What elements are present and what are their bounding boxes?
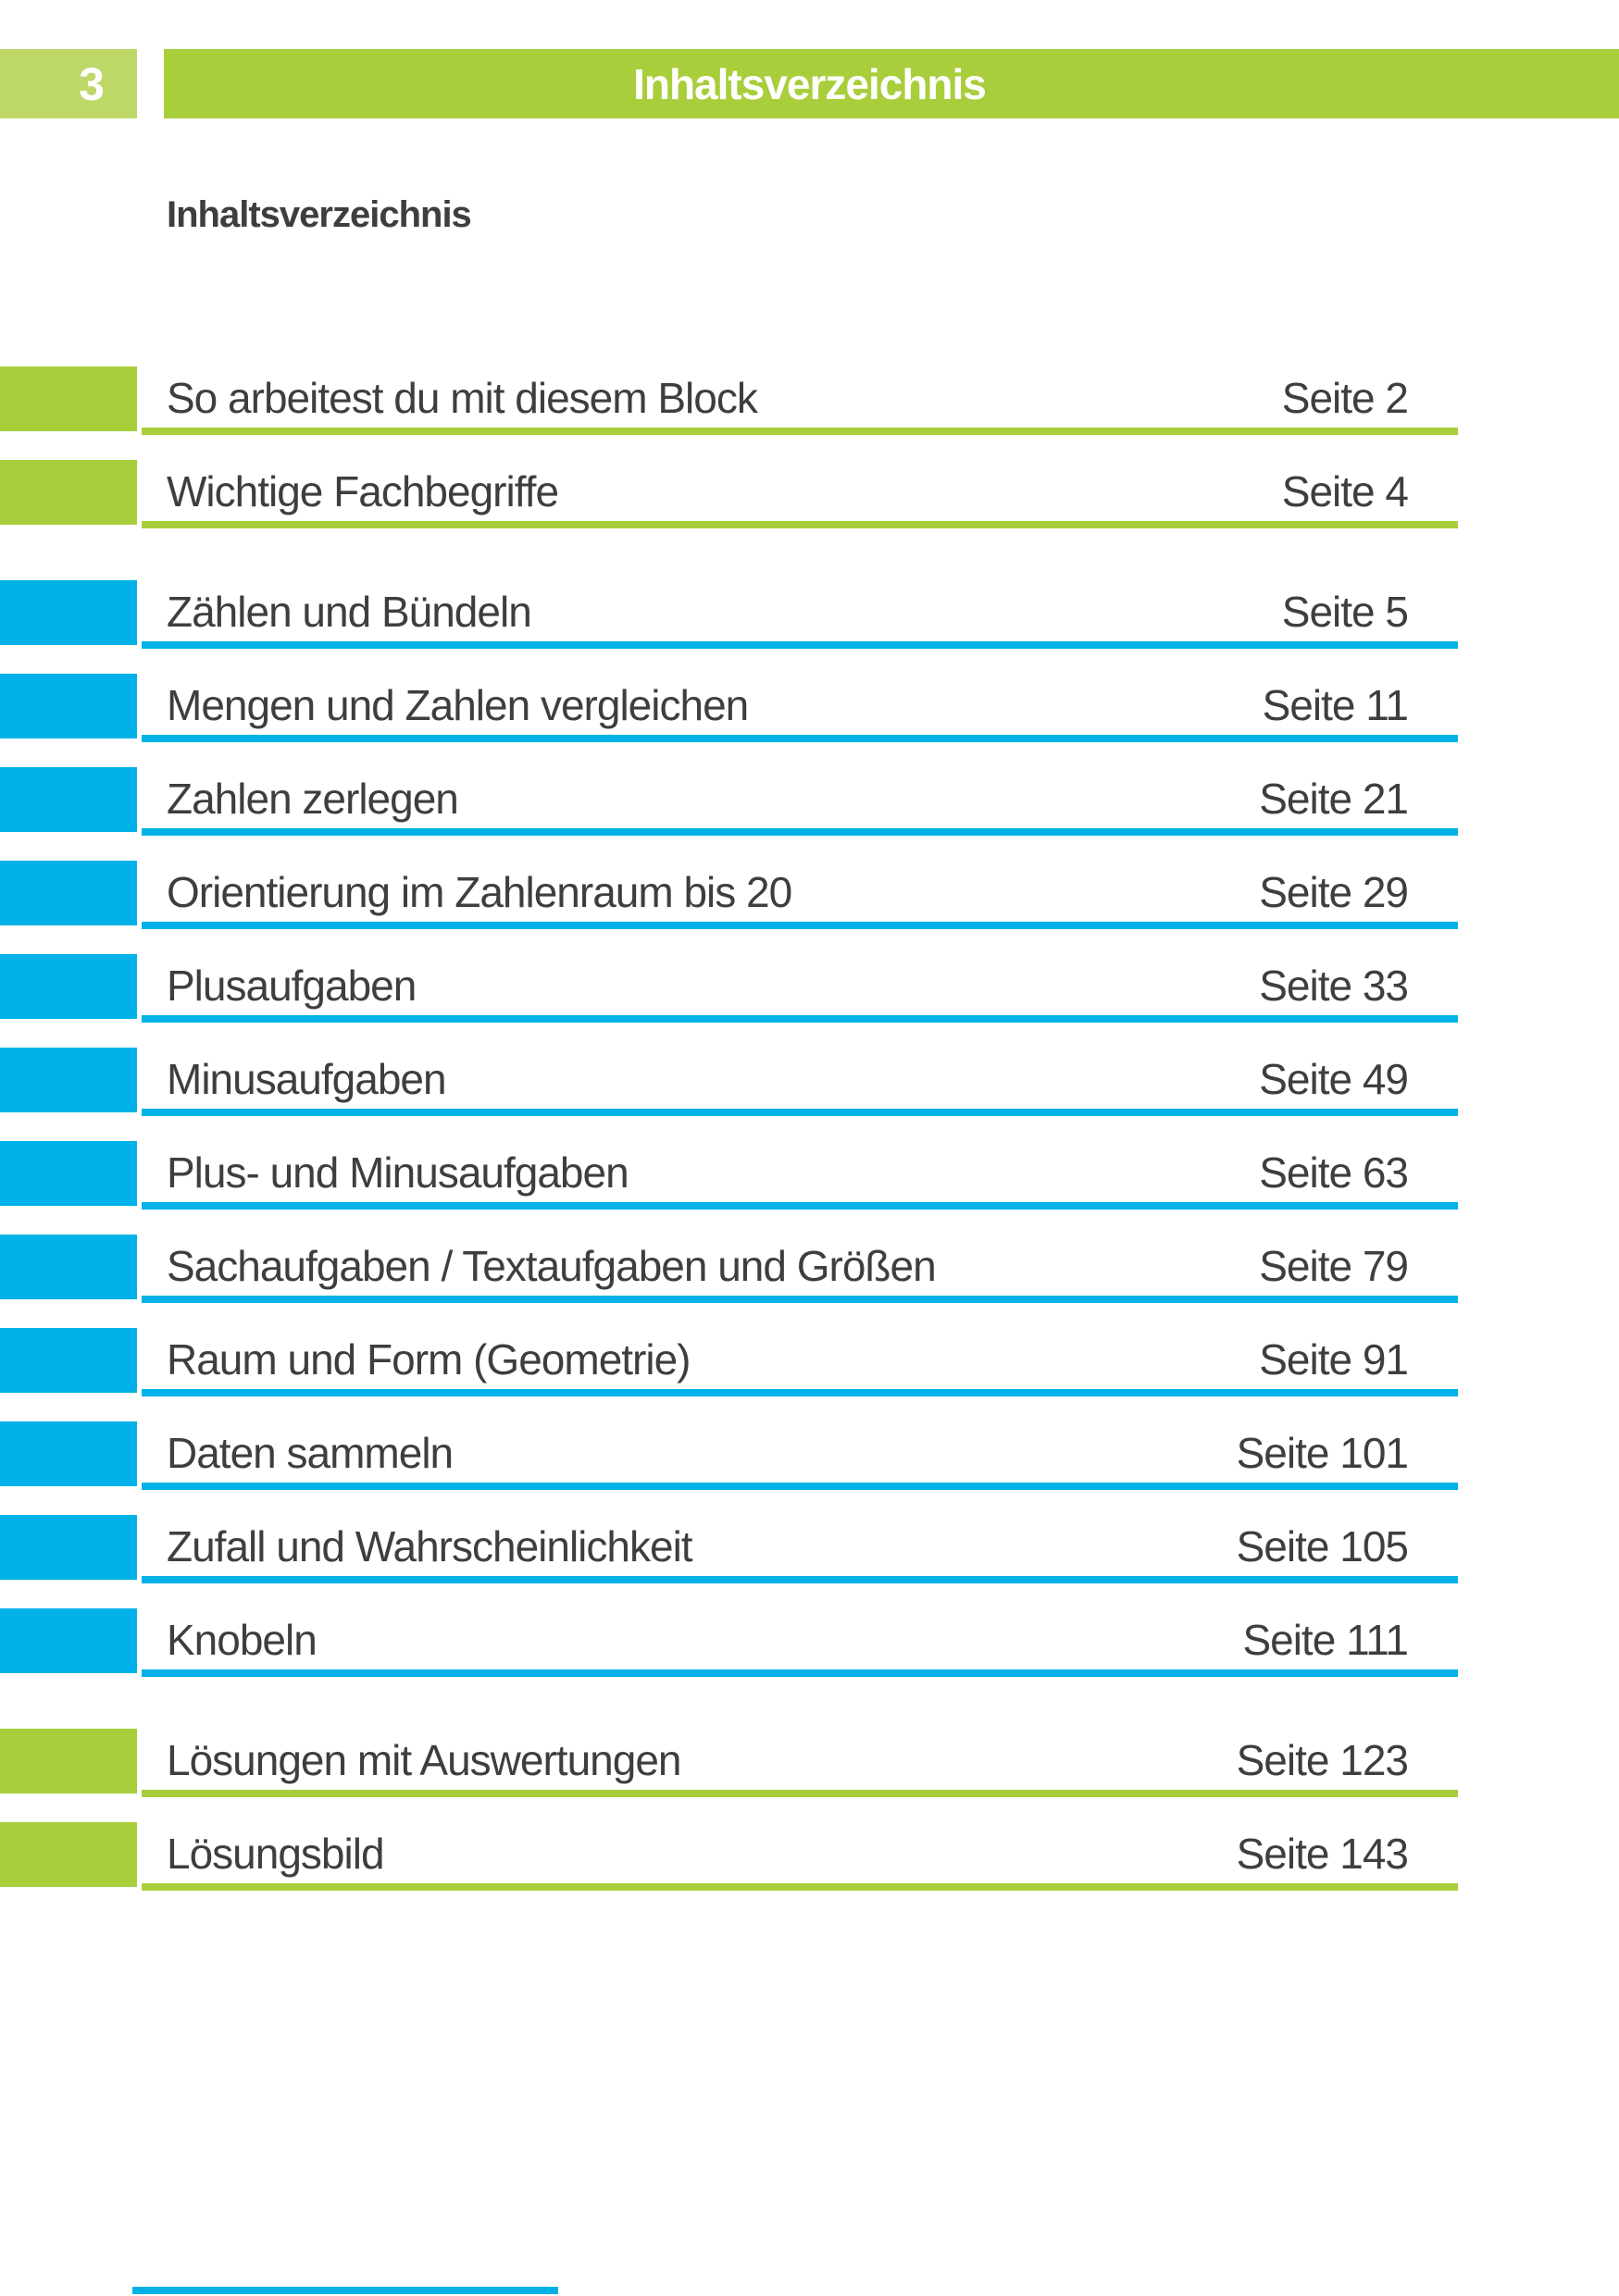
toc-row: Wichtige Fachbegriffe Seite 4 [0,460,1619,530]
toc-row-color-bar [0,1141,137,1206]
toc-row-rule [142,1790,1458,1797]
toc-entry-title: Minusaufgaben [167,1055,447,1103]
toc-row-rule [142,1109,1458,1116]
toc-entry-page: Seite 143 [1236,1830,1409,1878]
toc-row-color-bar [0,460,137,525]
header-bar [164,49,1619,118]
toc-entry-page: Seite 123 [1236,1736,1409,1784]
toc-row: Lösungsbild Seite 143 [0,1822,1619,1893]
toc-entry-page: Seite 11 [1262,681,1409,729]
toc-row-rule [142,1202,1458,1210]
toc-row-color-bar [0,1822,137,1887]
toc-row-color-bar [0,1048,137,1112]
toc-row: Plusaufgaben Seite 33 [0,954,1619,1024]
toc-entry-title: Zahlen zerlegen [167,775,459,823]
toc-row-color-bar [0,674,137,738]
toc-row-color-bar [0,1515,137,1580]
toc-row-rule [142,828,1458,836]
toc-row: Zählen und Bündeln Seite 5 [0,580,1619,651]
toc-row: Zufall und Wahrscheinlichkeit Seite 105 [0,1515,1619,1585]
toc-row-rule [142,1015,1458,1023]
toc-row-rule [142,641,1458,649]
toc-entry-page: Seite 91 [1259,1335,1409,1384]
toc-row-rule [142,428,1458,435]
toc-row-color-bar [0,580,137,645]
toc-entry-title: Sachaufgaben / Textaufgaben und Größen [167,1242,937,1290]
toc-entry-title: Plus- und Minusaufgaben [167,1148,629,1197]
toc-row: Daten sammeln Seite 101 [0,1421,1619,1492]
toc-entry-title: Zufall und Wahrscheinlichkeit [167,1522,693,1570]
toc-row: Knobeln Seite 111 [0,1608,1619,1679]
toc-row: Lösungen mit Auswertungen Seite 123 [0,1729,1619,1799]
toc-row-rule [142,922,1458,929]
page-number-box: 3 [0,49,137,118]
toc-entry-page: Seite 21 [1259,775,1409,823]
toc-entry-page: Seite 105 [1236,1522,1409,1570]
toc-row-color-bar [0,1608,137,1673]
toc-entry-title: Knobeln [167,1616,318,1664]
toc-entry-page: Seite 29 [1259,868,1409,916]
toc-row-rule [142,1389,1458,1396]
toc-entry-page: Seite 79 [1259,1242,1409,1290]
toc-entry-page: Seite 33 [1259,962,1409,1010]
toc-entry-title: Lösungen mit Auswertungen [167,1736,682,1784]
toc-row: Orientierung im Zahlenraum bis 20 Seite … [0,861,1619,931]
toc-entry-page: Seite 4 [1281,467,1409,515]
toc-entry-title: Mengen und Zahlen vergleichen [167,681,749,729]
toc-row: Zahlen zerlegen Seite 21 [0,767,1619,838]
toc-entry-title: Zählen und Bündeln [167,588,532,636]
toc-entry-page: Seite 2 [1281,374,1409,422]
toc-row: Minusaufgaben Seite 49 [0,1048,1619,1118]
page-title: Inhaltsverzeichnis [633,59,987,108]
toc-entry-page: Seite 5 [1281,588,1409,636]
toc-row-rule [142,1883,1458,1891]
toc-row: Plus- und Minusaufgaben Seite 63 [0,1141,1619,1211]
toc-row-rule [142,521,1458,528]
toc-row: Sachaufgaben / Textaufgaben und Größen S… [0,1235,1619,1305]
toc-entry-title: So arbeitest du mit diesem Block [167,374,758,422]
toc-entry-title: Orientierung im Zahlenraum bis 20 [167,868,792,916]
section-heading: Inhaltsverzeichnis [167,194,472,235]
page-number: 3 [79,57,105,110]
toc-entry-title: Plusaufgaben [167,962,417,1010]
toc-row: So arbeitest du mit diesem Block Seite 2 [0,366,1619,437]
toc-entry-page: Seite 63 [1259,1148,1409,1197]
toc-row-color-bar [0,1729,137,1793]
toc-list: So arbeitest du mit diesem Block Seite 2… [0,366,1619,1916]
toc-entry-title: Raum und Form (Geometrie) [167,1335,691,1384]
toc-row-color-bar [0,1421,137,1486]
toc-entry-page: Seite 111 [1242,1616,1409,1664]
toc-entry-title: Daten sammeln [167,1429,454,1477]
toc-row: Raum und Form (Geometrie) Seite 91 [0,1328,1619,1398]
toc-entry-title: Lösungsbild [167,1830,385,1878]
toc-entry-page: Seite 101 [1236,1429,1409,1477]
toc-row-color-bar [0,767,137,832]
toc-row-color-bar [0,861,137,925]
toc-row-rule [142,1576,1458,1583]
toc-row: Mengen und Zahlen vergleichen Seite 11 [0,674,1619,744]
toc-entry-page: Seite 49 [1259,1055,1409,1103]
toc-row-rule [142,1296,1458,1303]
toc-entry-title: Wichtige Fachbegriffe [167,467,559,515]
toc-row-rule [142,1483,1458,1490]
toc-row-color-bar [0,1235,137,1299]
bleed-line-bottom [132,2287,558,2294]
toc-row-color-bar [0,1328,137,1393]
toc-row-color-bar [0,366,137,431]
toc-row-rule [142,735,1458,742]
toc-row-rule [142,1669,1458,1677]
toc-row-color-bar [0,954,137,1019]
